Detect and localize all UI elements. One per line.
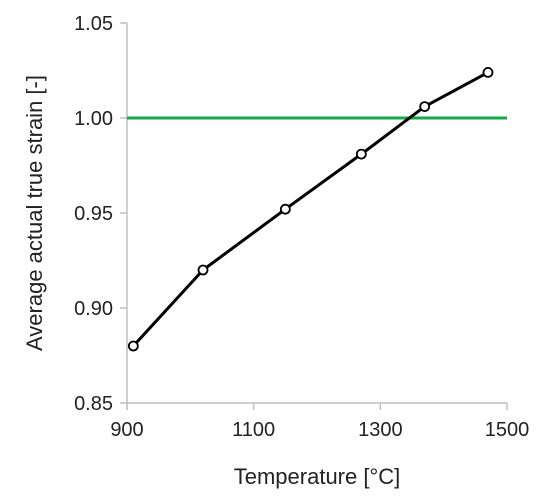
series-layer <box>127 67 494 352</box>
y-tick-label: 1.05 <box>74 13 113 35</box>
plot-area: 900 1100 1300 1500 0.85 0.90 0.95 1.00 1.05 <box>74 13 529 441</box>
data-point <box>279 203 291 215</box>
data-point <box>419 101 431 112</box>
y-tick-label: 0.85 <box>74 393 113 415</box>
x-axis-title: Temperature [°C] <box>234 464 401 489</box>
x-tick-label: 900 <box>110 419 143 441</box>
x-tick-label: 1500 <box>485 419 530 441</box>
y-tick-label: 0.90 <box>74 298 113 320</box>
data-point <box>197 264 209 276</box>
y-tick-label: 0.95 <box>74 203 113 225</box>
y-ticks: 0.85 0.90 0.95 1.00 1.05 <box>74 13 127 415</box>
x-tick-label: 1100 <box>232 419 275 441</box>
data-point <box>127 340 139 352</box>
x-ticks: 900 1100 1300 1500 <box>110 403 529 441</box>
y-axis-title: Average actual true strain [-] <box>22 75 47 351</box>
x-tick-label: 1300 <box>358 419 403 441</box>
data-point <box>482 67 494 78</box>
data-point <box>355 148 367 160</box>
y-tick-label: 1.00 <box>74 108 113 130</box>
series-line <box>132 71 489 348</box>
